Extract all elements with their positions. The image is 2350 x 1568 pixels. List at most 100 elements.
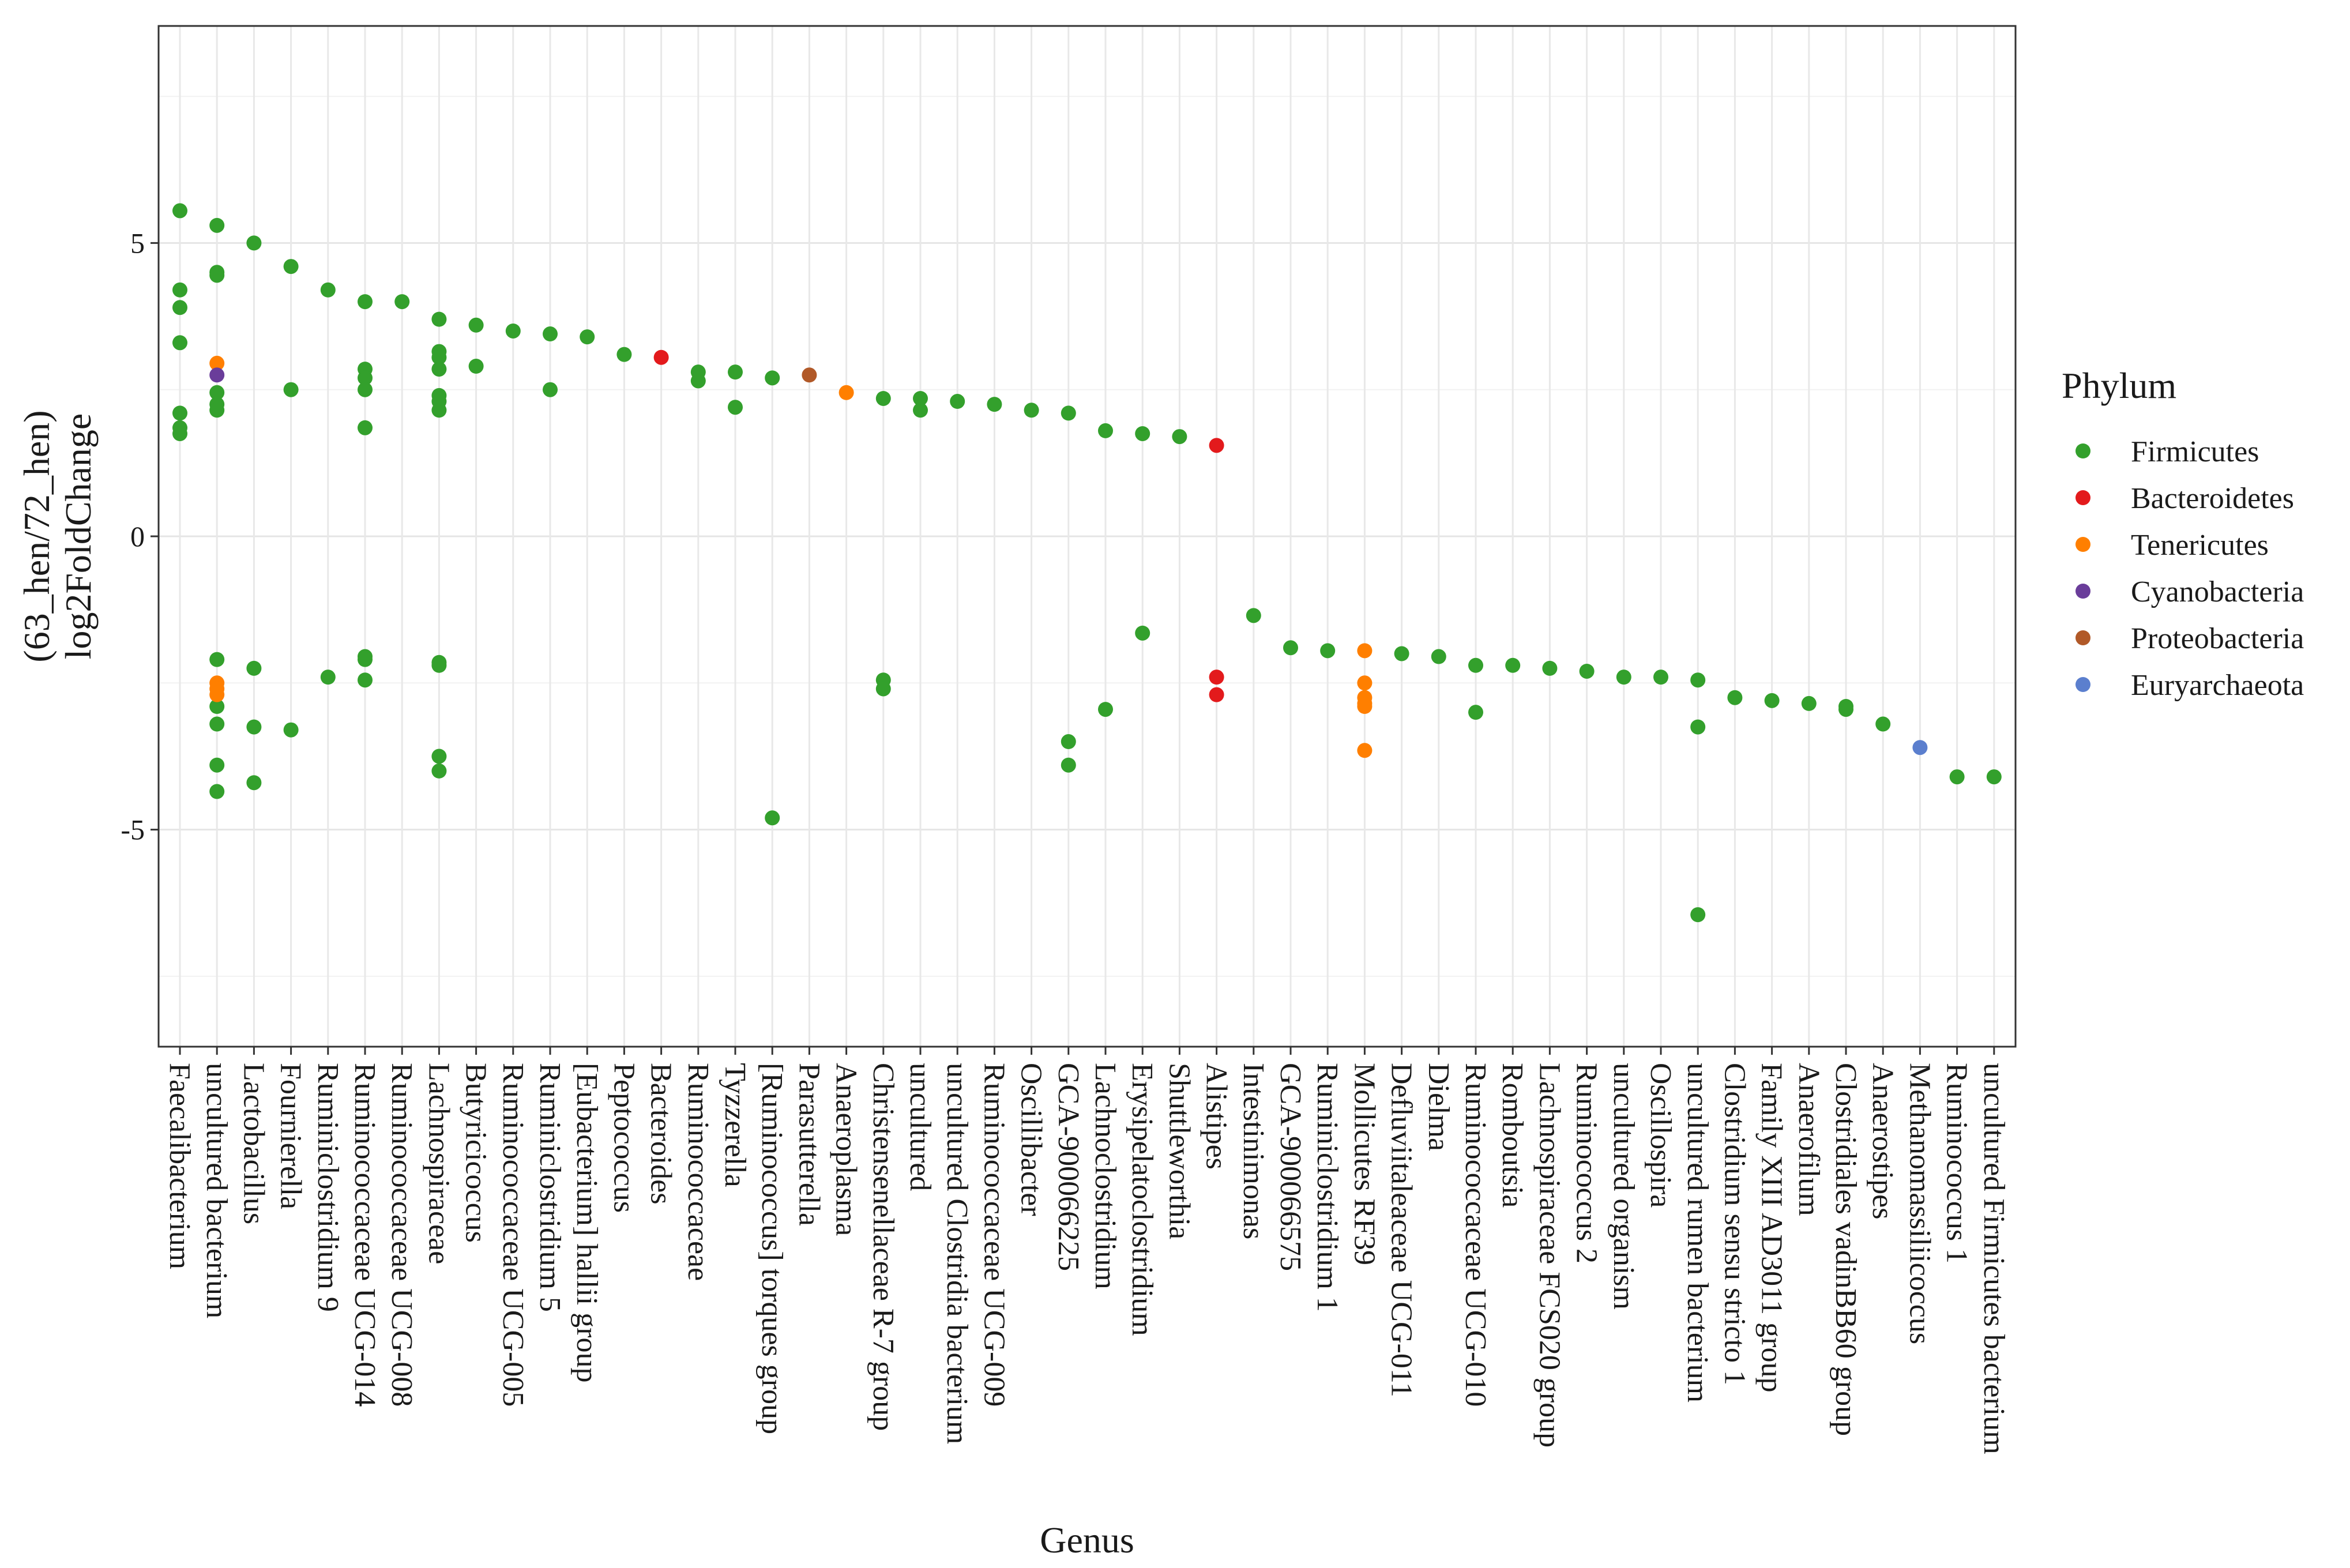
x-tick-label: Clostridium sensu stricto 1	[1718, 1063, 1751, 1385]
x-tick-label: Anaerostipes	[1866, 1063, 1899, 1219]
data-point-tenericutes	[1357, 643, 1373, 659]
x-tick-label: Anaerofilum	[1792, 1063, 1825, 1216]
x-tick-label: Oscillospira	[1644, 1063, 1677, 1208]
data-point-firmicutes	[1875, 716, 1891, 732]
legend-label-cyanobacteria: Cyanobacteria	[2131, 576, 2304, 608]
x-tick-label: Lachnoclostridium	[1089, 1063, 1122, 1289]
x-tick-label: Faecalibacterium	[163, 1063, 196, 1269]
data-point-firmicutes	[431, 763, 447, 779]
x-tick-label: Bacteroides	[645, 1063, 678, 1204]
x-tick-label: Ruminiclostridium 5	[533, 1063, 566, 1312]
data-point-proteobacteria	[802, 367, 817, 383]
x-tick-label: Ruminococcaceae UCG-014	[348, 1063, 381, 1407]
data-point-firmicutes	[209, 652, 225, 667]
legend-key-proteobacteria	[2075, 630, 2090, 645]
data-point-firmicutes	[1616, 670, 1631, 685]
x-tick-label: Ruminococcaceae UCG-008	[385, 1063, 418, 1407]
x-tick-label: uncultured rumen bacterium	[1681, 1063, 1714, 1402]
y-axis: 5 0 -5	[121, 227, 159, 846]
x-tick-label: Lactobacillus	[237, 1063, 270, 1224]
y-tick-label: 5	[130, 227, 145, 259]
data-point-firmicutes	[1579, 663, 1595, 679]
data-point-firmicutes	[1320, 643, 1336, 659]
data-point-tenericutes	[209, 687, 225, 702]
x-tick-label: Ruminiclostridium 1	[1311, 1063, 1344, 1312]
data-point-firmicutes	[1468, 657, 1483, 673]
data-point-firmicutes	[172, 405, 187, 421]
data-point-tenericutes	[839, 385, 854, 400]
legend-label-tenericutes: Tenericutes	[2131, 529, 2269, 562]
legend-label-proteobacteria: Proteobacteria	[2131, 622, 2304, 655]
data-point-firmicutes	[1172, 429, 1187, 445]
legend-label-euryarchaeota: Euryarchaeota	[2131, 669, 2304, 702]
x-tick-label: uncultured Firmicutes bacterium	[1977, 1063, 2010, 1454]
legend-title: Phylum	[2062, 365, 2176, 406]
data-point-firmicutes	[283, 259, 299, 275]
y-axis-title: (63_hen/72_hen) log2FoldChange	[16, 410, 99, 662]
data-point-firmicutes	[1542, 660, 1558, 676]
data-point-firmicutes	[765, 810, 780, 826]
data-point-bacteroidetes	[653, 349, 669, 365]
major-gridlines	[159, 26, 2016, 1047]
x-tick-label: uncultured organism	[1607, 1063, 1640, 1310]
data-point-firmicutes	[172, 300, 187, 315]
data-point-firmicutes	[1283, 640, 1298, 656]
data-point-firmicutes	[431, 657, 447, 673]
x-tick-label: Dielma	[1422, 1063, 1455, 1151]
legend-key-firmicutes	[2075, 443, 2090, 458]
data-point-tenericutes	[209, 355, 225, 371]
x-tick-label: Erysipelatoclostridium	[1126, 1063, 1159, 1336]
data-point-firmicutes	[1468, 705, 1483, 720]
data-point-firmicutes	[1394, 646, 1409, 661]
data-point-firmicutes	[543, 326, 558, 342]
data-point-firmicutes	[1098, 423, 1113, 438]
data-point-firmicutes	[172, 335, 187, 351]
data-point-firmicutes	[431, 403, 447, 418]
x-tick-label: Peptococcus	[607, 1063, 640, 1213]
x-tick-label: Ruminococcaceae	[682, 1063, 715, 1281]
data-point-firmicutes	[209, 699, 225, 714]
x-tick-label: Ruminococcus 1	[1941, 1063, 1973, 1264]
data-point-firmicutes	[580, 329, 595, 345]
data-point-firmicutes	[765, 370, 780, 386]
x-tick-label: Ruminococcaceae UCG-010	[1459, 1063, 1492, 1407]
data-point-firmicutes	[875, 390, 891, 406]
data-point-firmicutes	[913, 390, 928, 406]
data-point-firmicutes	[358, 382, 373, 397]
data-point-bacteroidetes	[1209, 438, 1224, 453]
legend-key-euryarchaeota	[2075, 677, 2090, 692]
data-point-firmicutes	[1061, 405, 1076, 421]
x-tick-label: Clostridiales vadinBB60 group	[1829, 1063, 1862, 1436]
data-point-firmicutes	[246, 775, 262, 791]
data-point-firmicutes	[172, 426, 187, 441]
x-tick-label: Butyricicoccus	[460, 1063, 492, 1243]
data-point-firmicutes	[209, 403, 225, 418]
x-tick-label: Anaeroplasma	[830, 1063, 863, 1236]
data-point-firmicutes	[1246, 608, 1261, 623]
data-point-firmicutes	[209, 217, 225, 233]
legend-label-bacteroidetes: Bacteroidetes	[2131, 482, 2294, 515]
data-point-tenericutes	[1357, 675, 1373, 691]
x-axis-title: Genus	[1040, 1520, 1134, 1561]
x-tick-label: uncultured	[904, 1063, 937, 1191]
x-tick-label: Shuttleworthia	[1163, 1063, 1195, 1239]
data-point-firmicutes	[1135, 426, 1150, 441]
data-point-firmicutes	[209, 385, 225, 400]
data-point-firmicutes	[1505, 657, 1521, 673]
x-tick-label: Tyzzerella	[719, 1063, 751, 1187]
data-point-firmicutes	[468, 317, 484, 333]
x-tick-label: Ruminococcaceae UCG-005	[497, 1063, 529, 1407]
x-tick-label: Lachnospiraceae FCS020 group	[1533, 1063, 1566, 1447]
data-point-firmicutes	[1690, 907, 1706, 923]
data-point-firmicutes	[1764, 693, 1780, 708]
data-point-firmicutes	[358, 652, 373, 667]
data-point-firmicutes	[320, 670, 336, 685]
data-points	[172, 203, 2002, 923]
data-point-firmicutes	[209, 716, 225, 732]
data-point-firmicutes	[950, 394, 965, 409]
data-point-firmicutes	[358, 420, 373, 435]
x-tick-label: Christensenellaceae R-7 group	[867, 1063, 900, 1431]
legend-key-cyanobacteria	[2075, 584, 2090, 599]
data-point-firmicutes	[394, 294, 410, 310]
